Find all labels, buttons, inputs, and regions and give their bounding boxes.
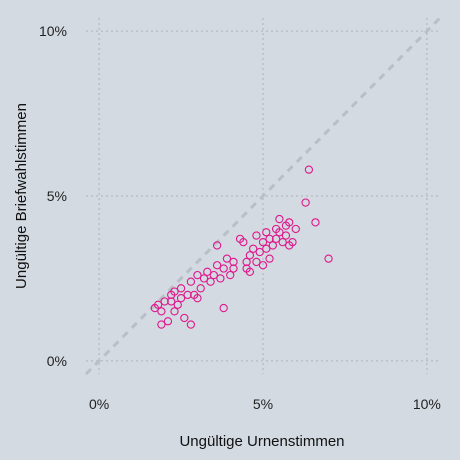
data-point-23 [206,277,215,286]
data-point-20 [196,284,205,293]
data-point-1 [153,300,163,309]
data-point-25 [212,241,222,250]
data-point-6 [167,297,176,306]
data-point-12 [176,294,186,303]
points [150,165,333,329]
data-point-55 [278,237,287,247]
data-point-40 [249,244,258,253]
data-point-26 [212,261,222,270]
data-point-10 [173,300,182,309]
data-point-43 [255,247,264,257]
data-point-35 [239,237,248,247]
data-point-44 [258,261,268,270]
data-point-39 [245,251,255,260]
data-point-37 [242,257,251,267]
data-point-62 [301,198,310,207]
data-point-49 [265,234,274,244]
data-point-22 [203,267,212,276]
data-point-63 [304,165,314,174]
data-point-16 [186,277,196,286]
data-point-64 [311,218,320,227]
data-point-38 [245,267,255,276]
data-point-27 [216,274,225,283]
data-point-48 [265,254,274,263]
data-point-11 [176,284,186,293]
x-tick-labels: 0% 5% 10% [89,396,441,412]
data-point-13 [180,313,189,323]
data-point-45 [258,237,268,247]
y-axis-label: Ungültige Briefwahlstimmen [13,103,30,289]
y-tick-label-2: 10% [39,23,67,39]
data-point-42 [252,257,261,267]
data-point-14 [183,290,192,300]
x-tick-label-2: 10% [413,396,441,412]
data-point-29 [219,264,228,273]
data-point-53 [275,214,284,224]
data-point-46 [262,228,271,237]
data-point-5 [163,317,173,326]
data-point-15 [186,320,196,329]
data-point-47 [262,244,271,253]
data-point-3 [160,297,169,306]
data-point-21 [199,274,209,283]
data-point-8 [170,307,179,316]
data-point-19 [193,294,202,303]
x-axis-label: Ungültige Urnenstimmen [179,433,344,450]
y-tick-label-0: 0% [47,353,67,369]
data-point-50 [268,241,277,250]
data-point-28 [219,303,228,313]
data-point-60 [288,237,297,247]
data-point-52 [271,234,281,244]
x-tick-label-1: 5% [253,396,273,412]
data-point-9 [170,287,179,296]
data-point-57 [281,231,291,240]
data-point-2 [157,307,166,316]
x-tick-label-0: 0% [89,396,109,412]
data-point-59 [285,218,294,227]
reference-diagonal-line [84,16,442,376]
data-point-18 [193,270,202,280]
data-point-65 [324,254,333,263]
data-point-31 [226,270,235,280]
data-point-41 [252,231,261,240]
data-point-24 [209,270,218,280]
y-tick-labels: 0% 5% 10% [39,23,67,369]
data-point-4 [157,320,166,329]
data-point-33 [229,257,238,267]
data-point-54 [275,228,284,237]
y-tick-label-1: 5% [47,188,67,204]
data-point-30 [222,254,232,263]
data-point-61 [291,224,300,234]
data-point-32 [229,264,238,273]
